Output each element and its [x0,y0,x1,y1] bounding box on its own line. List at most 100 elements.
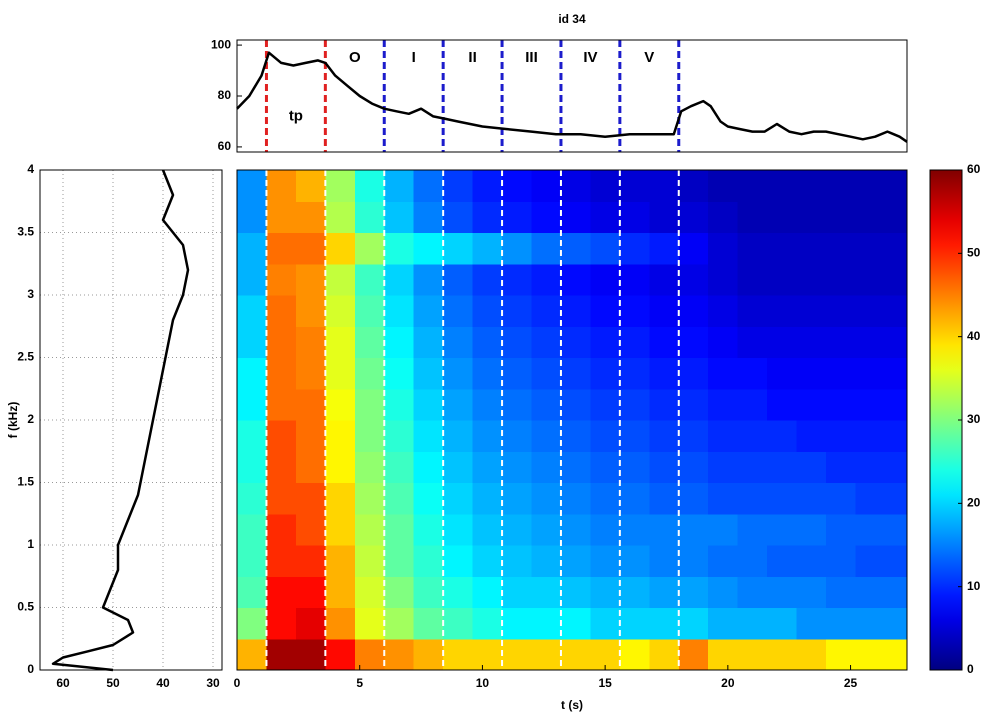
y-tick-label: 1.5 [17,475,34,489]
heatmap-cell [266,295,297,327]
heatmap-cell [237,513,267,546]
heatmap-cell [619,295,650,327]
heatmap-cell [619,545,650,577]
heatmap-cell [413,420,444,452]
colorbar-tick-label: 0 [967,662,974,676]
heatmap-cell [884,513,908,546]
plot-frame [236,169,908,671]
heatmap-cell [531,607,562,640]
heatmap-cell [649,638,680,671]
heatmap-cell [295,607,326,640]
heatmap-cell [354,388,385,421]
heatmap-cell [237,326,267,358]
heatmap-cell [619,451,650,483]
heatmap-cell [855,420,886,452]
heatmap-cell [295,326,326,358]
heatmap-cell [678,576,709,608]
heatmap-cell [413,295,444,327]
heatmap-cell [354,201,385,233]
heatmap-cell [502,545,533,577]
heatmap-cell [325,295,356,327]
heatmap-cell [826,451,856,483]
heatmap-cell [295,638,326,671]
heatmap-cell [649,607,680,640]
heatmap-cell [325,170,356,202]
heatmap-cell [472,607,503,640]
heatmap-cell [237,451,267,483]
y-tick-label: 2 [27,412,34,426]
heatmap-cell [354,513,385,546]
heatmap-cell [737,232,768,265]
heatmap-cell [560,232,591,265]
heatmap-cell [855,576,886,608]
heatmap-cell [649,326,680,358]
heatmap-cell [502,576,533,608]
heatmap-cell [384,420,415,452]
heatmap-cell [325,638,356,671]
heatmap-cell [295,576,326,608]
heatmap-cell [531,357,562,390]
heatmap-cell [295,263,326,296]
heatmap-cell [855,326,886,358]
heatmap-cell [237,263,267,296]
heatmap-cell [884,170,908,202]
heatmap-cell [354,451,385,483]
heatmap-cell [767,482,798,515]
heatmap-cell [590,232,621,265]
heatmap-cell [826,482,856,515]
heatmap-cell [826,357,856,390]
heatmap-cell [708,170,739,202]
heatmap-cell [590,576,621,608]
plot-frame [39,169,223,671]
plot-frame [236,39,908,153]
heatmap-cell [443,295,474,327]
heatmap-cell [413,263,444,296]
heatmap-cell [384,388,415,421]
heatmap-cell [560,357,591,390]
heatmap-cell [502,263,533,296]
heatmap-cell [560,170,591,202]
x-axis-label: t (s) [561,698,583,712]
heatmap-cell [767,545,798,577]
heatmap-cell [678,607,709,640]
heatmap-cell [649,201,680,233]
heatmap-cell [737,576,768,608]
heatmap-cell [325,420,356,452]
heatmap-cell [354,232,385,265]
heatmap-cell [325,451,356,483]
heatmap-cell [855,482,886,515]
heatmap-cell [678,357,709,390]
heatmap-cell [384,638,415,671]
heatmap-cell [796,326,827,358]
heatmap-cell [590,388,621,421]
heatmap-cell [472,263,503,296]
heatmap-cell [266,232,297,265]
heatmap-cell [502,170,533,202]
heatmap-cell [295,451,326,483]
heatmap-cell [472,576,503,608]
colorbar-tick-label: 10 [967,579,981,593]
heatmap-cell [826,201,856,233]
heatmap-cell [472,545,503,577]
heatmap-cell [295,482,326,515]
heatmap-cell [413,170,444,202]
heatmap-cell [384,607,415,640]
heatmap-cell [796,201,827,233]
heatmap-cell [560,201,591,233]
heatmap-cell [472,513,503,546]
heatmap-cell [560,295,591,327]
heatmap-cell [708,357,739,390]
heatmap-cell [502,232,533,265]
heatmap-cell [237,295,267,327]
heatmap-cell [325,607,356,640]
heatmap-cell [266,326,297,358]
heatmap-cell [472,420,503,452]
heatmap-cell [237,607,267,640]
heatmap-cell [796,295,827,327]
heatmap-cell [413,513,444,546]
heatmap-cell [560,420,591,452]
heatmap-cell [354,357,385,390]
heatmap-cell [384,326,415,358]
heatmap-cell [708,232,739,265]
heatmap-cell [826,607,856,640]
